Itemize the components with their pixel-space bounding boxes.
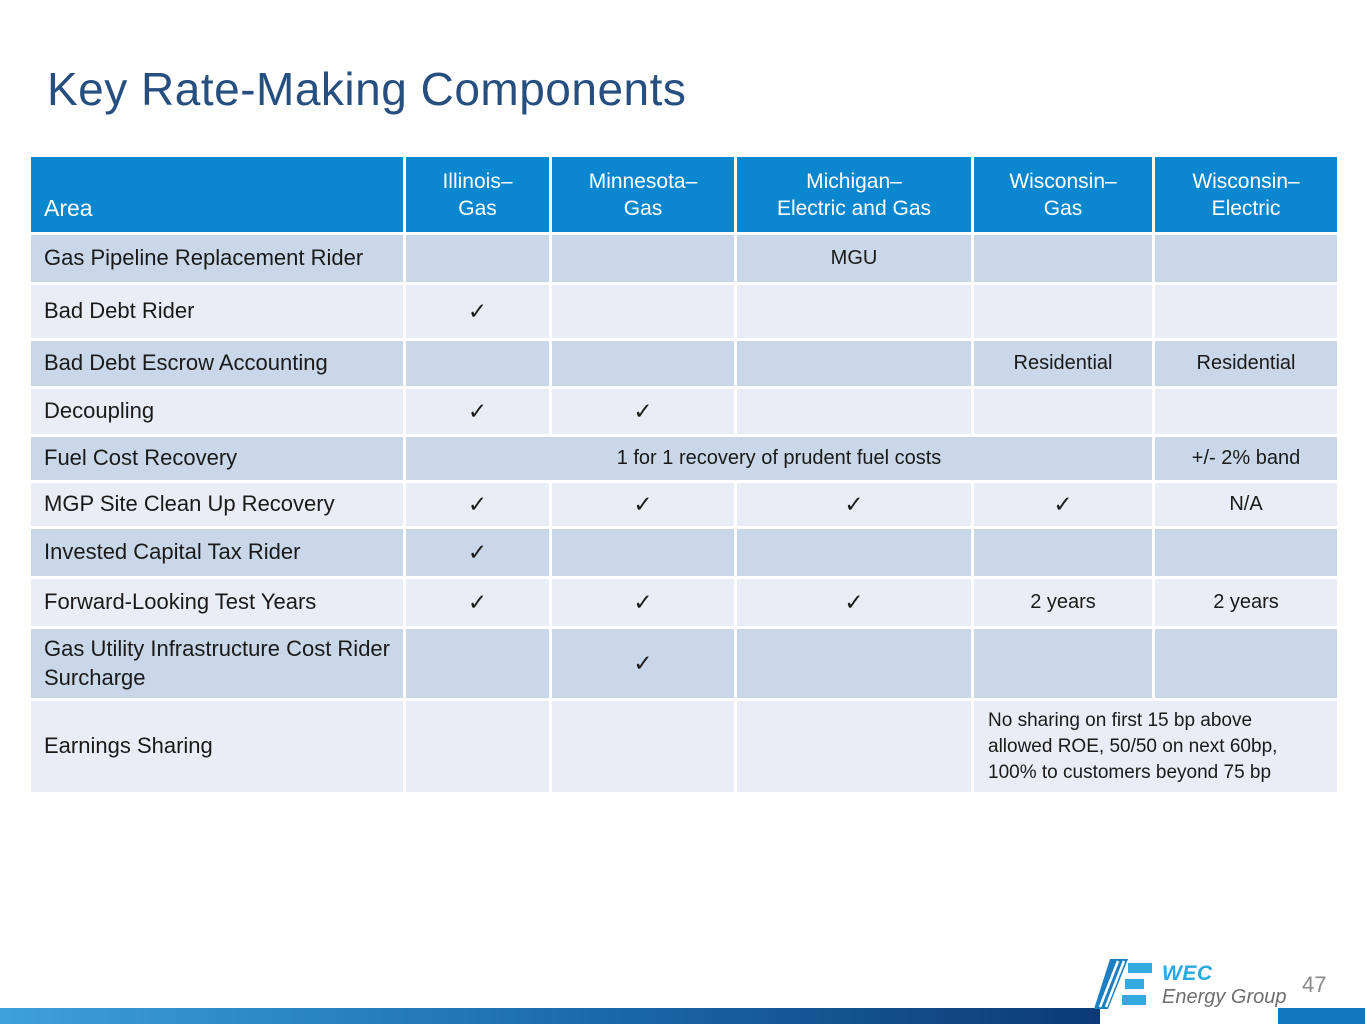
check-icon: ✓: [403, 480, 552, 529]
value-cell: [734, 282, 974, 341]
check-icon: ✓: [549, 480, 737, 529]
check-icon: ✓: [549, 386, 737, 437]
value-cell: 2 years: [971, 576, 1155, 629]
wec-logo-line1: WEC: [1162, 962, 1213, 985]
check-icon: ✓: [734, 576, 974, 629]
check-icon: ✓: [403, 576, 552, 629]
value-cell: +/- 2% band: [1152, 434, 1340, 483]
value-cell: Residential: [1152, 338, 1340, 389]
value-cell: No sharing on first 15 bp above allowed …: [971, 698, 1340, 796]
table-header-row: Area Illinois– Gas Minnesota– Gas Michigan– El…: [28, 154, 1340, 235]
area-cell: Gas Pipeline Replacement Rider: [28, 232, 406, 285]
check-icon: ✓: [403, 386, 552, 437]
check-icon: ✓: [734, 480, 974, 529]
area-cell: Earnings Sharing: [28, 698, 406, 796]
column-header: Wisconsin– Gas: [971, 154, 1155, 235]
area-cell: Invested Capital Tax Rider: [28, 526, 406, 579]
value-cell: [734, 338, 974, 389]
wec-logo: WEC Energy Group: [1094, 959, 1294, 1011]
area-cell: Bad Debt Escrow Accounting: [28, 338, 406, 389]
area-cell: Gas Utility Infrastructure Cost Rider Su…: [28, 625, 406, 702]
table-row: Gas Pipeline Replacement Rider MGU: [28, 232, 1340, 285]
value-cell: N/A: [1152, 480, 1340, 529]
area-cell: Fuel Cost Recovery: [28, 434, 406, 483]
footer-gradient-bar: [0, 1008, 1100, 1024]
column-header: Wisconsin– Electric: [1152, 154, 1340, 235]
value-cell: [1152, 526, 1340, 579]
value-cell: [403, 698, 552, 796]
table-row: Bad Debt Escrow Accounting Residential Res…: [28, 338, 1340, 389]
check-icon: ✓: [549, 625, 737, 702]
value-cell: 2 years: [1152, 576, 1340, 629]
check-icon: ✓: [971, 480, 1155, 529]
value-cell: [971, 526, 1155, 579]
value-cell: [734, 526, 974, 579]
check-icon: ✓: [549, 576, 737, 629]
table-row: Invested Capital Tax Rider ✓: [28, 526, 1340, 579]
value-cell: [971, 386, 1155, 437]
column-header: Minnesota– Gas: [549, 154, 737, 235]
table-row: Decoupling ✓ ✓: [28, 386, 1340, 437]
table-row: Earnings Sharing No sharing on first 15 b…: [28, 698, 1340, 796]
column-header: Michigan– Electric and Gas: [734, 154, 974, 235]
value-cell: [734, 386, 974, 437]
table-row: MGP Site Clean Up Recovery ✓ ✓ ✓ ✓ N/A: [28, 480, 1340, 529]
value-cell: 1 for 1 recovery of prudent fuel costs: [403, 434, 1155, 483]
page-title: Key Rate-Making Components: [47, 63, 687, 115]
check-icon: ✓: [403, 282, 552, 341]
column-header-area: Area: [28, 154, 406, 235]
value-cell: [403, 338, 552, 389]
value-cell: [971, 232, 1155, 285]
table-row: Fuel Cost Recovery 1 for 1 recovery of pr…: [28, 434, 1340, 483]
value-cell: [1152, 282, 1340, 341]
check-icon: ✓: [403, 526, 552, 579]
footer-accent-bar: [1278, 1008, 1365, 1024]
table-row: Gas Utility Infrastructure Cost Rider Su…: [28, 625, 1340, 702]
value-cell: [549, 282, 737, 341]
area-cell: Forward-Looking Test Years: [28, 576, 406, 629]
value-cell: [403, 625, 552, 702]
value-cell: [971, 282, 1155, 341]
value-cell: [734, 625, 974, 702]
value-cell: [549, 338, 737, 389]
wec-logo-text: WEC Energy Group: [1162, 962, 1287, 1008]
wec-logo-line2: Energy Group: [1162, 985, 1287, 1008]
value-cell: [1152, 625, 1340, 702]
table-row: Bad Debt Rider ✓: [28, 282, 1340, 341]
wec-logo-icon: [1094, 959, 1152, 1009]
value-cell: [971, 625, 1155, 702]
value-cell: [549, 526, 737, 579]
value-cell: [1152, 232, 1340, 285]
area-cell: Bad Debt Rider: [28, 282, 406, 341]
area-cell: MGP Site Clean Up Recovery: [28, 480, 406, 529]
value-cell: [403, 232, 552, 285]
value-cell: [734, 698, 974, 796]
column-header: Illinois– Gas: [403, 154, 552, 235]
rate-making-table: Area Illinois– Gas Minnesota– Gas Michigan– El…: [28, 154, 1340, 796]
area-cell: Decoupling: [28, 386, 406, 437]
value-cell: Residential: [971, 338, 1155, 389]
value-cell: MGU: [734, 232, 974, 285]
page-number: 47: [1302, 972, 1327, 997]
value-cell: [549, 698, 737, 796]
table-row: Forward-Looking Test Years ✓ ✓ ✓ 2 years 2 ye…: [28, 576, 1340, 629]
value-cell: [549, 232, 737, 285]
value-cell: [1152, 386, 1340, 437]
